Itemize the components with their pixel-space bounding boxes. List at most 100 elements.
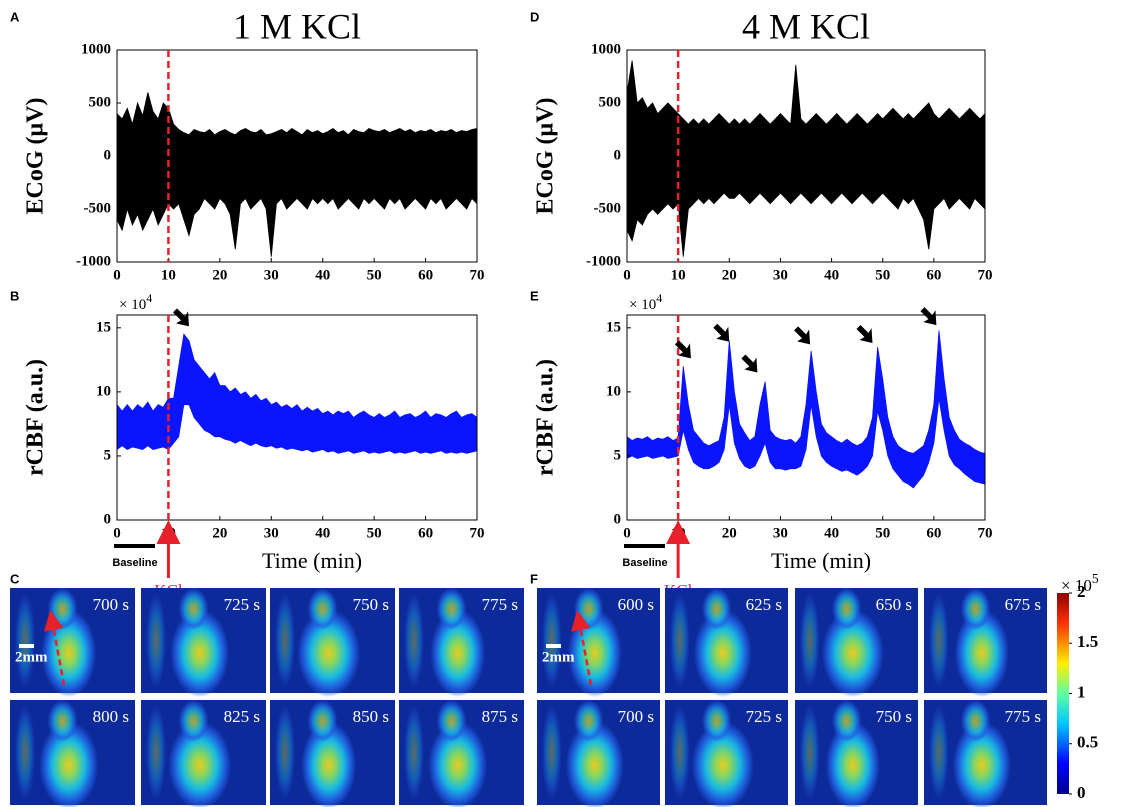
scale-bar-label: 2mm bbox=[15, 649, 48, 665]
tile-signal bbox=[691, 721, 754, 807]
y-tick-label: 1000 bbox=[81, 41, 111, 57]
image-tile: 775 s bbox=[399, 588, 524, 698]
tile-signal bbox=[146, 593, 166, 688]
signal-envelope bbox=[116, 333, 478, 454]
tile-signal bbox=[404, 705, 424, 800]
x-tick-label: 70 bbox=[470, 267, 485, 283]
y-axis-label: rCBF (a.u.) bbox=[533, 359, 559, 476]
time-label: 600 s bbox=[618, 595, 654, 614]
image-tile: 600 s bbox=[537, 588, 660, 698]
y-tick-label: 0 bbox=[614, 511, 622, 527]
time-label: 775 s bbox=[1005, 707, 1041, 726]
scale-base: × 10 bbox=[1061, 576, 1092, 595]
scale-exponent: 5 bbox=[1092, 571, 1099, 586]
signal-envelope bbox=[626, 60, 986, 257]
tile-signal bbox=[693, 609, 752, 698]
image-tile: 850 s bbox=[270, 700, 395, 807]
y-tick-label: -500 bbox=[84, 200, 112, 216]
scale-bar-label: 2mm bbox=[542, 649, 575, 665]
scale-exponent: 4 bbox=[656, 291, 662, 305]
y-tick-label: 10 bbox=[606, 383, 621, 399]
chart-title: 1 M KCl bbox=[233, 6, 361, 46]
image-tile: 825 s bbox=[141, 700, 266, 807]
x-tick-label: 0 bbox=[623, 267, 631, 283]
tile-signal bbox=[428, 721, 488, 807]
panel-letter: D bbox=[530, 9, 539, 24]
x-tick-label: 40 bbox=[824, 525, 839, 541]
y-tick-label: 10 bbox=[96, 383, 111, 399]
y-axis-label: rCBF (a.u.) bbox=[23, 359, 49, 476]
y-tick-label: 0 bbox=[614, 147, 622, 163]
image-tile: 750 s bbox=[270, 588, 395, 698]
x-tick-label: 40 bbox=[315, 267, 330, 283]
x-tick-label: 20 bbox=[212, 267, 227, 283]
y-tick-label: 500 bbox=[89, 94, 112, 110]
x-tick-label: 0 bbox=[113, 267, 121, 283]
x-tick-label: 60 bbox=[926, 525, 941, 541]
time-label: 725 s bbox=[224, 595, 260, 614]
colorbar-tick-label: 0.5 bbox=[1077, 733, 1098, 752]
tile-signal bbox=[821, 609, 884, 698]
tile-signal bbox=[831, 588, 862, 630]
tile-signal bbox=[954, 609, 1009, 698]
tile-signal bbox=[573, 700, 604, 742]
image-tile: 775 s bbox=[924, 700, 1047, 807]
y-tick-label: 0 bbox=[104, 511, 112, 527]
tile-signal bbox=[669, 593, 690, 688]
y-axis-label: ECoG (μV) bbox=[533, 98, 559, 215]
x-tick-label: 0 bbox=[113, 525, 121, 541]
tile-signal bbox=[146, 705, 166, 800]
y-tick-label: 500 bbox=[599, 94, 622, 110]
tile-signal bbox=[301, 721, 357, 807]
image-tile: 675 s bbox=[924, 588, 1047, 698]
scale-exponent: 4 bbox=[146, 291, 152, 305]
y-tick-label: -500 bbox=[594, 200, 622, 216]
x-tick-label: 30 bbox=[264, 525, 279, 541]
x-tick-label: 10 bbox=[671, 267, 686, 283]
tile-signal bbox=[430, 609, 486, 698]
tile-signal bbox=[960, 700, 991, 742]
x-tick-label: 70 bbox=[978, 525, 993, 541]
x-tick-label: 50 bbox=[875, 267, 890, 283]
time-label: 725 s bbox=[746, 707, 782, 726]
image-tile: 725 s bbox=[141, 588, 266, 698]
tile-signal bbox=[297, 609, 361, 698]
time-label: 750 s bbox=[353, 595, 389, 614]
tile-signal bbox=[436, 588, 467, 630]
signal-envelope bbox=[116, 92, 478, 257]
x-tick-label: 20 bbox=[722, 525, 737, 541]
tile-signal bbox=[307, 588, 338, 630]
image-tile: 700 s bbox=[537, 700, 660, 807]
time-label: 675 s bbox=[1005, 595, 1041, 614]
x-tick-label: 0 bbox=[623, 525, 631, 541]
tile-signal bbox=[831, 700, 862, 742]
time-label: 875 s bbox=[482, 707, 518, 726]
x-tick-label: 30 bbox=[773, 267, 788, 283]
time-label: 700 s bbox=[93, 595, 129, 614]
y-tick-label: 1000 bbox=[591, 41, 621, 57]
time-label: 825 s bbox=[224, 707, 260, 726]
peak-arrow bbox=[920, 307, 937, 326]
tile-signal bbox=[436, 700, 467, 742]
x-tick-label: 30 bbox=[264, 267, 279, 283]
colorbar-tick-label: 1.5 bbox=[1077, 632, 1098, 651]
time-label: 850 s bbox=[353, 707, 389, 726]
axes-box bbox=[626, 314, 986, 521]
x-tick-label: 30 bbox=[773, 525, 788, 541]
y-tick-label: -1000 bbox=[76, 253, 111, 269]
tile-signal bbox=[275, 705, 295, 800]
baseline-label: Baseline bbox=[622, 557, 667, 569]
peak-arrow bbox=[674, 340, 691, 359]
time-label: 625 s bbox=[746, 595, 782, 614]
tile-signal bbox=[178, 588, 209, 630]
tile-signal bbox=[825, 721, 880, 807]
tile-signal bbox=[168, 721, 232, 807]
image-tile: 650 s bbox=[795, 588, 918, 698]
tile-signal bbox=[170, 609, 230, 698]
baseline-label: Baseline bbox=[112, 557, 157, 569]
tile-signal bbox=[275, 593, 295, 688]
y-tick-label: 0 bbox=[104, 147, 112, 163]
y-tick-label: 5 bbox=[614, 447, 622, 463]
x-tick-label: 70 bbox=[470, 525, 485, 541]
image-tile: 625 s bbox=[665, 588, 788, 698]
